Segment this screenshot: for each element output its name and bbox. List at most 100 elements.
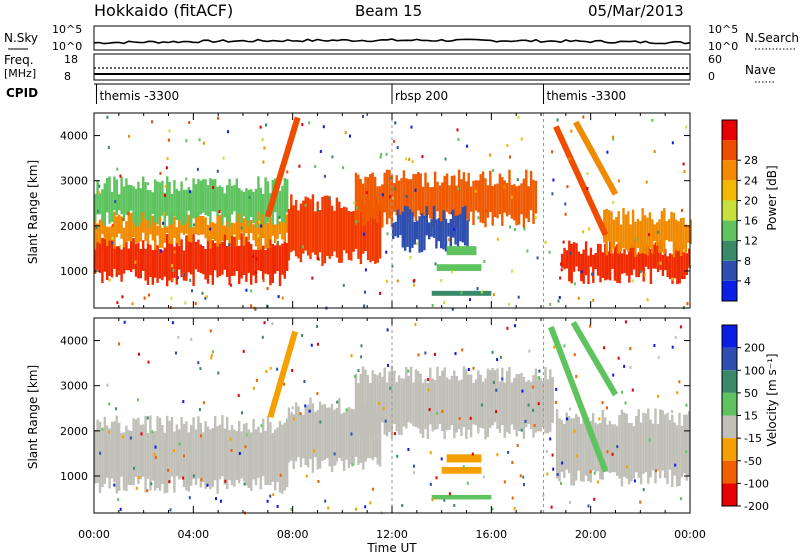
velocity-scatter-point — [621, 390, 623, 394]
power-scatter-point — [349, 134, 351, 138]
velocity-scatter-point — [276, 505, 279, 508]
power-scatter-point — [391, 264, 394, 268]
power-band-cell — [464, 205, 467, 246]
velocity-band-cell — [453, 370, 456, 439]
velocity-scatter-point — [316, 392, 319, 396]
velocity-scatter-point — [182, 476, 185, 480]
power-scatter-point — [496, 237, 499, 241]
power-echo-patch — [446, 246, 477, 256]
velocity-data — [94, 318, 691, 515]
velocity-scatter-point — [560, 481, 562, 485]
velocity-echo-patch — [431, 494, 492, 500]
velocity-scatter-point — [336, 400, 339, 404]
power-scatter-point — [393, 139, 395, 143]
velocity-xtick-label: 16:00 — [475, 528, 507, 541]
freq-tick-bottom: 8 — [64, 70, 71, 83]
power-band-cell — [584, 241, 588, 276]
power-band-cell — [281, 185, 284, 223]
velocity-band-cell — [613, 424, 616, 473]
beam-title: Beam 15 — [355, 2, 422, 20]
velocity-band-cell — [218, 424, 222, 480]
power-band-cell — [274, 245, 277, 274]
power-scatter-point — [474, 189, 477, 193]
velocity-scatter-point — [542, 494, 545, 498]
power-band-cell — [417, 172, 420, 211]
power-band-cell — [94, 217, 97, 248]
power-band-cell — [235, 218, 238, 247]
power-scatter-point — [379, 291, 382, 295]
power-band-cell — [142, 176, 145, 213]
power-scatter-point — [457, 137, 460, 141]
velocity-band-cell — [469, 374, 473, 438]
power-band-cell — [262, 245, 265, 280]
power-band-cell — [266, 239, 270, 275]
freq-tick-top: 18 — [64, 53, 78, 66]
power-band-cell — [139, 188, 142, 223]
power-band-cell — [211, 179, 214, 212]
velocity-scatter-point — [272, 493, 275, 497]
power-band-cell — [676, 243, 679, 285]
velocity-band-cell — [228, 430, 231, 481]
power-scatter-point — [185, 139, 188, 143]
velocity-scatter-point — [617, 356, 620, 360]
velocity-band-cell — [673, 422, 676, 476]
velocity-scatter-point — [496, 453, 499, 457]
velocity-scatter-point — [199, 434, 202, 438]
velocity-cbar-swatch — [722, 460, 737, 484]
power-scatter-point — [586, 187, 589, 190]
velocity-scatter-point — [354, 375, 357, 379]
power-band-cell — [154, 179, 157, 223]
power-band-cell — [235, 233, 238, 271]
power-band-cell — [127, 184, 130, 212]
velocity-band-cell — [647, 408, 650, 484]
power-band-cell — [418, 216, 421, 253]
velocity-scatter-point — [350, 354, 353, 358]
power-scatter-point — [405, 157, 407, 161]
power-scatter-point — [480, 290, 483, 294]
velocity-band-cell — [98, 421, 102, 493]
power-band-cell — [656, 242, 660, 273]
power-band-cell — [223, 193, 226, 218]
velocity-scatter-point — [355, 507, 357, 511]
power-scatter-point — [558, 296, 561, 299]
velocity-band-cell — [137, 417, 140, 484]
power-band-cell — [677, 221, 680, 252]
power-echo-streak — [553, 125, 609, 237]
power-band-cell — [608, 241, 612, 281]
power-scatter-point — [311, 276, 314, 280]
power-band-cell — [240, 233, 243, 279]
power-band-cell — [190, 242, 193, 275]
power-scatter-point — [328, 196, 331, 200]
power-scatter-point — [635, 237, 637, 241]
velocity-cbar-swatch — [722, 438, 737, 461]
velocity-scatter-point — [597, 480, 599, 484]
power-band-cell — [240, 215, 243, 233]
power-scatter-point — [549, 303, 552, 306]
power-band-cell — [158, 182, 162, 218]
velocity-band-cell — [299, 413, 303, 468]
power-scatter-point — [317, 208, 319, 212]
velocity-scatter-point — [556, 473, 559, 476]
velocity-band-cell — [146, 432, 150, 479]
velocity-band-cell — [297, 406, 300, 457]
power-scatter-point — [681, 208, 683, 212]
velocity-band-cell — [525, 381, 528, 428]
power-band-cell — [520, 183, 523, 215]
power-band-cell — [406, 206, 409, 247]
power-scatter-point — [134, 260, 137, 264]
power-scatter-point — [143, 296, 146, 300]
velocity-band-cell — [671, 414, 674, 487]
velocity-band-cell — [113, 421, 116, 483]
velocity-scatter-point — [137, 475, 140, 479]
power-band-cell — [486, 185, 490, 218]
power-scatter-point — [408, 157, 411, 161]
velocity-scatter-point — [211, 350, 214, 354]
power-band-cell — [392, 222, 395, 240]
power-scatter-point — [440, 279, 443, 283]
power-band-cell — [283, 211, 286, 242]
power-scatter-point — [265, 123, 267, 127]
power-band-cell — [146, 241, 150, 285]
velocity-band-cell — [479, 374, 482, 428]
velocity-scatter-point — [611, 452, 614, 456]
velocity-band-cell — [216, 426, 219, 494]
